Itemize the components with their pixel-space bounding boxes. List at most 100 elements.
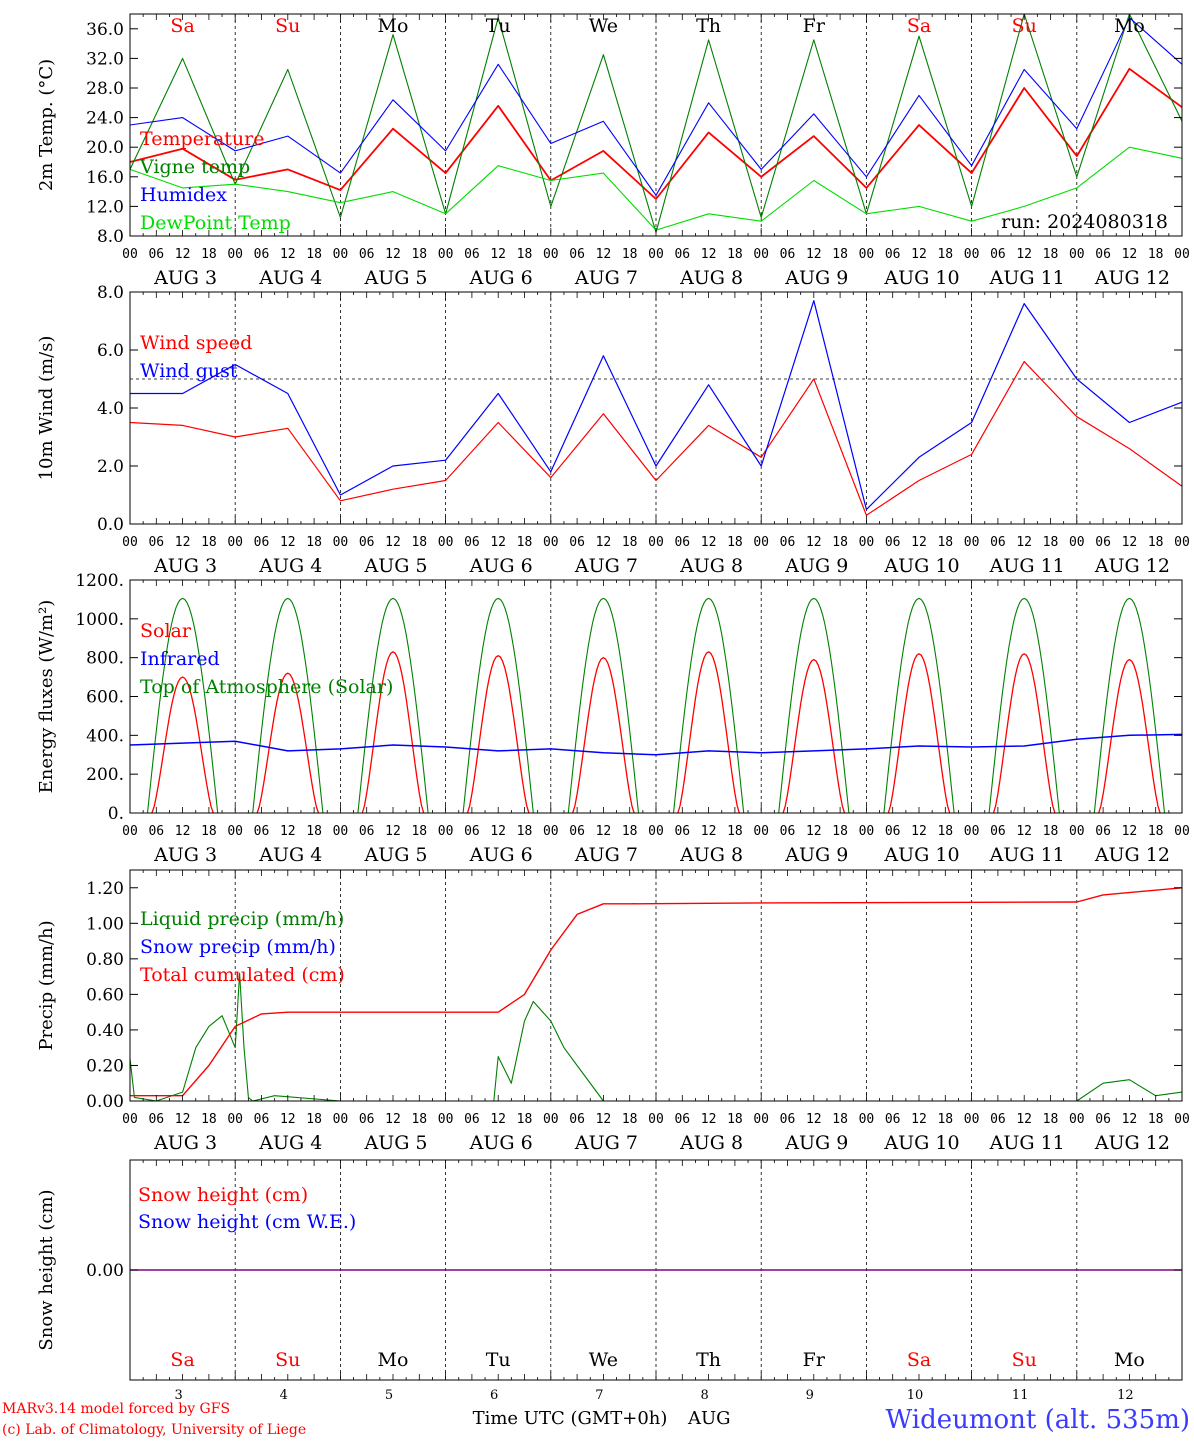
y-tick-label: 20.0: [86, 138, 124, 158]
hour-tick-label: 18: [1148, 1112, 1164, 1127]
y-tick-label: 0.00: [86, 1092, 124, 1112]
solar-line: [992, 653, 1056, 814]
hour-tick-label: 18: [1148, 824, 1164, 839]
day-number-label: 4: [280, 1388, 288, 1403]
y-tick-label: 1200.: [75, 571, 124, 591]
weekday-label: Su: [275, 15, 300, 37]
hour-tick-label: 18: [727, 824, 743, 839]
hour-tick-label: 00: [543, 824, 559, 839]
date-label: AUG 6: [469, 555, 533, 577]
legend-entry: Temperature: [140, 128, 264, 150]
hour-tick-label: 00: [543, 535, 559, 550]
date-label: AUG 9: [784, 267, 848, 289]
hour-tick-label: 18: [832, 535, 848, 550]
toa-solar-line: [1093, 597, 1166, 814]
y-tick-label: 400.: [86, 726, 124, 746]
hour-tick-label: 18: [517, 824, 533, 839]
y-tick-label: 0.00: [86, 1261, 124, 1281]
y-tick-label: 16.0: [86, 168, 124, 188]
solar-line: [887, 653, 951, 814]
hour-tick-label: 00: [753, 535, 769, 550]
date-label: AUG 12: [1094, 844, 1170, 866]
cumulated-precip-line: [130, 887, 1183, 1097]
temperature-series-line: [129, 17, 1183, 196]
temperature-series-line: [129, 67, 1183, 200]
x-axis-month: AUG: [687, 1408, 731, 1429]
axes-layer: [129, 13, 1183, 1381]
date-label: AUG 9: [784, 844, 848, 866]
hour-tick-label: 12: [596, 824, 612, 839]
hour-tick-label: 06: [148, 1112, 164, 1127]
legend-entry: Solar: [140, 620, 192, 642]
hour-tick-label: 06: [254, 1112, 270, 1127]
y-tick-label: 1.20: [86, 879, 124, 899]
day-number-label: 5: [385, 1388, 393, 1403]
hour-tick-label: 18: [832, 247, 848, 262]
hour-tick-label: 00: [122, 1112, 138, 1127]
y-tick-label: 8.0: [97, 283, 124, 303]
y-axis-title: Energy fluxes (W/m²): [36, 600, 57, 794]
hour-tick-label: 06: [885, 824, 901, 839]
y-tick-label: 4.0: [97, 399, 124, 419]
hour-tick-label: 06: [254, 824, 270, 839]
hour-tick-label: 00: [1174, 535, 1190, 550]
day-number-label: 10: [907, 1388, 924, 1403]
hour-tick-label: 12: [1122, 535, 1138, 550]
y-axis-title: Precip (mm/h): [36, 920, 57, 1050]
weekday-label: Mo: [378, 15, 409, 37]
hour-tick-label: 00: [648, 247, 664, 262]
hour-tick-label: 06: [885, 247, 901, 262]
date-label: AUG 8: [679, 844, 743, 866]
hour-tick-label: 12: [596, 1112, 612, 1127]
lab-credit: (c) Lab. of Climatology, University of L…: [2, 1422, 306, 1438]
date-label: AUG 11: [989, 555, 1065, 577]
weekday-label: Mo: [1114, 15, 1145, 37]
date-label: AUG 11: [989, 267, 1065, 289]
date-label: AUG 3: [153, 1132, 217, 1154]
y-tick-label: 800.: [86, 649, 124, 669]
hour-tick-label: 18: [1043, 535, 1059, 550]
hour-tick-label: 00: [859, 1112, 875, 1127]
hour-tick-label: 00: [753, 1112, 769, 1127]
hour-tick-label: 12: [175, 535, 191, 550]
legend-entry: Humidex: [140, 184, 227, 206]
y-tick-label: 2.0: [97, 457, 124, 477]
hour-tick-label: 00: [438, 247, 454, 262]
hour-tick-label: 12: [490, 535, 506, 550]
hour-tick-label: 00: [964, 824, 980, 839]
hour-tick-label: 00: [964, 247, 980, 262]
weekday-label: Fr: [803, 15, 826, 37]
date-label: AUG 10: [883, 1132, 959, 1154]
hour-tick-label: 12: [385, 1112, 401, 1127]
hour-tick-label: 06: [1095, 824, 1111, 839]
hour-tick-label: 06: [990, 535, 1006, 550]
toa-solar-line: [462, 597, 534, 814]
legend-entry: Total cumulated (cm): [140, 964, 345, 986]
date-label: AUG 4: [258, 267, 322, 289]
hour-tick-label: 18: [517, 535, 533, 550]
legend-entry: Infrared: [140, 648, 220, 670]
hour-tick-label: 18: [411, 535, 427, 550]
toa-solar-line: [252, 597, 324, 814]
hour-tick-label: 12: [280, 535, 296, 550]
y-tick-label: 36.0: [86, 20, 124, 40]
legend-entry: Vigne temp: [139, 156, 250, 178]
hour-tick-label: 12: [1016, 247, 1032, 262]
weekday-label: Th: [696, 1349, 721, 1371]
y-axis-title: 10m Wind (m/s): [36, 336, 57, 481]
legend-entry: Wind speed: [140, 332, 252, 354]
legend-entry: Snow precip (mm/h): [140, 936, 336, 958]
hour-tick-label: 18: [201, 535, 217, 550]
hour-tick-label: 06: [1095, 535, 1111, 550]
date-label: AUG 12: [1094, 555, 1170, 577]
hour-tick-label: 06: [780, 535, 796, 550]
hour-tick-label: 06: [780, 247, 796, 262]
weekday-label: Mo: [1114, 1349, 1145, 1371]
date-label: AUG 9: [784, 1132, 848, 1154]
date-label: AUG 7: [574, 844, 638, 866]
legend-entry: Snow height (cm): [138, 1184, 308, 1206]
hour-tick-label: 18: [937, 247, 953, 262]
y-tick-label: 0.20: [86, 1056, 124, 1076]
